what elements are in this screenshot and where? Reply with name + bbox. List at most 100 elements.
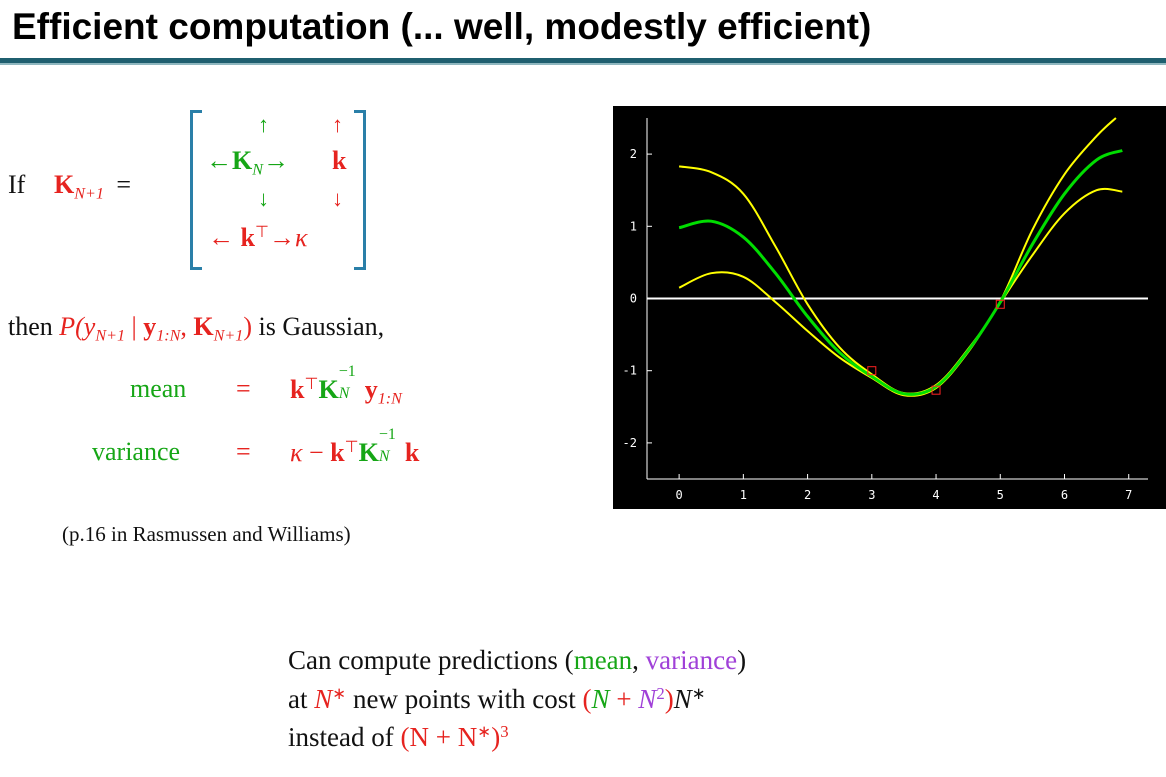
bottom-line-3: instead of (N + N∗)3 [288, 721, 509, 753]
lhs-sub: N+1 [74, 185, 104, 203]
mean-sub: N [338, 384, 350, 402]
matrix-k: k [332, 146, 347, 175]
then-line: then P(yN+1 | y1:N, KN+1) is Gaussian, [8, 312, 384, 346]
y-tick-label: 1 [630, 219, 637, 233]
bt-N2: N [638, 684, 657, 715]
variance-eq: = [236, 437, 251, 466]
mean-line [678, 149, 1123, 396]
var-exp: −1 [378, 425, 396, 443]
bt-star2: ∗ [691, 684, 706, 703]
kT-symbol: k [240, 222, 255, 252]
mean-ysub: 1:N [377, 390, 402, 408]
arrow-left-icon: ← [208, 222, 234, 252]
title-divider [0, 58, 1166, 65]
bt-line3a: instead of [288, 722, 401, 753]
x-tick-label: 2 [804, 488, 811, 502]
left-bracket [190, 110, 202, 270]
prob-sub2: 1:N [156, 327, 181, 345]
arrow-left-icon: ← [206, 146, 232, 175]
block-matrix: ↑ ↑ ←KN→ k ↓ ↓ ← k⊤→κ [190, 110, 366, 270]
x-tick-label: 5 [997, 488, 1004, 502]
x-tick-label: 7 [1125, 488, 1132, 502]
x-tick-label: 6 [1061, 488, 1068, 502]
arrow-down-icon: ↓ [332, 186, 343, 211]
var-k: k [330, 437, 345, 467]
slide-title: Efficient computation (... well, modestl… [12, 6, 872, 47]
variance-formula: κ − k⊤K −1 N k [290, 426, 420, 468]
bt-line1b: ) [737, 645, 747, 675]
bt-plus: + [609, 684, 639, 715]
arrow-up-icon: ↑ [258, 112, 269, 137]
var-T: ⊤ [344, 439, 359, 456]
matrix-KN: ←KN→ [206, 146, 289, 180]
kappa-symbol: κ [295, 222, 308, 252]
KN-symbol: K [232, 146, 253, 175]
prob-comma: , [180, 312, 194, 341]
observation-point [867, 366, 877, 376]
bt-paren-open: ( [582, 684, 592, 715]
bottom-line-2: at N∗ new points with cost (N + N2)N∗ [288, 683, 706, 715]
right-bracket [354, 110, 366, 270]
mean-T: ⊤ [304, 376, 319, 393]
lhs-eq: = [116, 170, 132, 199]
bt-line2b: new points with cost [346, 684, 583, 715]
arrow-up-icon: ↑ [332, 112, 343, 137]
var-minus: − [302, 437, 331, 467]
bt-N1: N [591, 684, 610, 715]
bt-paren-close: ) [664, 684, 674, 715]
mean-k: k [290, 374, 305, 404]
bt-star: ∗ [332, 684, 347, 703]
bt-cost2a: (N + N [400, 722, 478, 753]
prob-sub1: N+1 [95, 327, 126, 345]
matrix-lhs: KN+1 = [54, 170, 131, 204]
x-tick-label: 3 [868, 488, 875, 502]
arrow-down-icon: ↓ [258, 186, 269, 211]
prob-expression: P(yN+1 | y1:N, KN+1) [59, 312, 252, 345]
x-tick-label: 4 [932, 488, 939, 502]
bt-N3: N [673, 684, 692, 715]
then-word: then [8, 312, 53, 341]
mean-K: K [318, 374, 339, 404]
y-tick-label: -2 [623, 436, 637, 450]
prob-bar: | [125, 312, 144, 341]
bt-line1a: Can compute predictions ( [288, 645, 574, 675]
mean-eq: = [236, 374, 251, 403]
var-K: K [358, 437, 379, 467]
arrow-right-icon: → [262, 146, 289, 175]
matrix-kT: ← k⊤→κ [208, 222, 308, 253]
mean-label: mean [130, 374, 187, 403]
upper-bound-line [678, 117, 1117, 395]
lower-bound-line [678, 187, 1123, 397]
y-tick-label: 2 [630, 147, 637, 161]
mean-y: y [364, 374, 378, 404]
bt-Nstar: N [314, 684, 333, 715]
is-gaussian: is Gaussian, [252, 312, 385, 341]
bt-sq: 2 [656, 684, 665, 703]
if-label: If [8, 170, 26, 199]
bt-line2a: at [288, 684, 315, 715]
bt-mean: mean [573, 645, 633, 675]
bt-star3: ∗ [477, 722, 492, 741]
variance-label: variance [92, 437, 181, 466]
mean-formula: k⊤K −1 N y1:N [290, 363, 402, 409]
var-k2: k [404, 437, 420, 467]
prob-y: y [143, 312, 157, 341]
bt-cost2b: ) [491, 722, 501, 753]
bottom-line-1: Can compute predictions (mean, variance) [288, 645, 746, 676]
prob-close: ) [243, 312, 252, 341]
reference-note: (p.16 in Rasmussen and Williams) [62, 522, 351, 546]
y-tick-label: 0 [630, 292, 637, 306]
observation-point [995, 299, 1005, 309]
KN-sub: N [252, 161, 263, 179]
var-kappa: κ [290, 437, 303, 467]
bt-variance: variance [645, 645, 738, 675]
arrow-right-icon: → [269, 222, 296, 252]
prob-K: K [193, 312, 214, 341]
x-tick-label: 0 [675, 488, 682, 502]
var-sub: N [378, 447, 390, 465]
prob-sub3: N+1 [213, 327, 244, 345]
mean-exp: −1 [338, 362, 356, 380]
gp-plot: 0 1 2 3 4 5 6 7 2 1 0 -1 -2 [613, 106, 1166, 509]
prob-P: P(y [59, 312, 96, 341]
transpose-symbol: ⊤ [254, 224, 270, 241]
